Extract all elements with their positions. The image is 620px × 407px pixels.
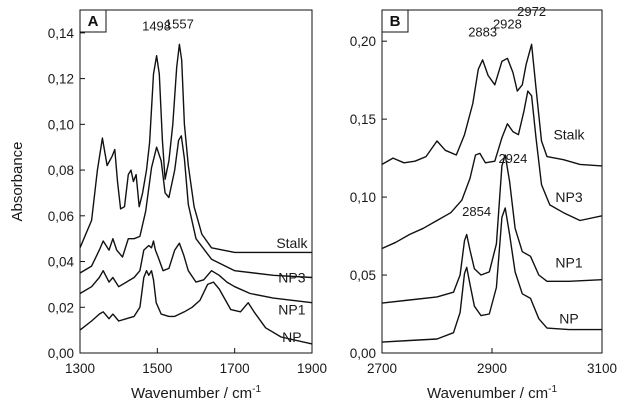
x-axis-title: Wavenumber / cm-1 bbox=[131, 384, 261, 402]
x-axis-title-text: Wavenumber / cm bbox=[427, 385, 548, 402]
y-tick-label: 0,14 bbox=[48, 26, 75, 41]
peak-annotation: 1498 bbox=[142, 19, 171, 34]
y-tick-label: 0,12 bbox=[48, 72, 74, 87]
series-line-stalk bbox=[381, 43, 603, 167]
y-tick-label: 0,05 bbox=[350, 268, 376, 283]
y-tick-label: 0,10 bbox=[350, 190, 376, 205]
series-line-np3 bbox=[79, 135, 313, 279]
panel-a: A 0,00 0,02 0,04 0,06 0,08 0,10 0,12 0,14 1300 150… bbox=[9, 9, 327, 402]
plot-frame bbox=[79, 9, 313, 354]
y-tick-label: 0,15 bbox=[350, 112, 376, 127]
series-line-np1 bbox=[79, 240, 313, 304]
x-tick-label: 2900 bbox=[477, 361, 507, 376]
x-tick-label: 1700 bbox=[220, 361, 250, 376]
x-axis-title: Wavenumber / cm-1 bbox=[427, 384, 557, 402]
x-axis-title-superscript: -1 bbox=[252, 384, 261, 395]
panel-b: B 0,00 0,05 0,10 0,15 0,20 2700 2900 3100 Wavenum… bbox=[350, 4, 617, 402]
y-tick-label: 0,10 bbox=[48, 117, 74, 132]
x-tick-label: 1300 bbox=[65, 361, 95, 376]
panel-letter-box bbox=[79, 9, 107, 33]
y-axis-title: Absorbance bbox=[9, 141, 26, 221]
y-tick-label: 0,20 bbox=[350, 34, 376, 49]
peak-annotation: 2928 bbox=[493, 17, 522, 32]
panel-letter: B bbox=[390, 13, 401, 30]
panel-letter-box bbox=[381, 9, 409, 33]
series-line-np3 bbox=[381, 90, 603, 250]
x-tick-label: 1900 bbox=[297, 361, 327, 376]
series-label-np1: NP1 bbox=[555, 255, 582, 271]
series-label-stalk: Stalk bbox=[276, 235, 308, 251]
peak-annotation: 2924 bbox=[498, 151, 527, 166]
x-tick-label: 3100 bbox=[587, 361, 617, 376]
y-tick-label: 0,00 bbox=[350, 346, 376, 361]
peak-annotation: 1557 bbox=[165, 16, 194, 31]
series-label-np: NP bbox=[282, 329, 301, 345]
x-axis-title-text: Wavenumber / cm bbox=[131, 385, 252, 402]
y-tick-label: 0,00 bbox=[48, 346, 74, 361]
series-label-np3: NP3 bbox=[278, 270, 305, 286]
series-line-np bbox=[381, 207, 602, 343]
y-tick-label: 0,06 bbox=[48, 209, 74, 224]
series-label-np1: NP1 bbox=[278, 302, 305, 318]
panel-letter: A bbox=[88, 13, 99, 30]
series-line-np1 bbox=[381, 154, 603, 304]
series-line-np bbox=[79, 270, 313, 345]
x-axis-title-superscript: -1 bbox=[548, 384, 557, 395]
y-tick-label: 0,04 bbox=[48, 255, 75, 270]
series-label-np3: NP3 bbox=[555, 189, 582, 205]
x-tick-label: 1500 bbox=[142, 361, 172, 376]
series-line-stalk bbox=[79, 43, 312, 254]
peak-annotation: 2972 bbox=[517, 4, 546, 19]
peak-annotation: 2883 bbox=[468, 25, 497, 40]
peak-annotation: 2854 bbox=[462, 204, 491, 219]
x-tick-label: 2700 bbox=[367, 361, 397, 376]
series-label-np: NP bbox=[559, 311, 578, 327]
series-label-stalk: Stalk bbox=[553, 127, 585, 143]
y-tick-label: 0,02 bbox=[48, 300, 74, 315]
y-tick-label: 0,08 bbox=[48, 163, 74, 178]
